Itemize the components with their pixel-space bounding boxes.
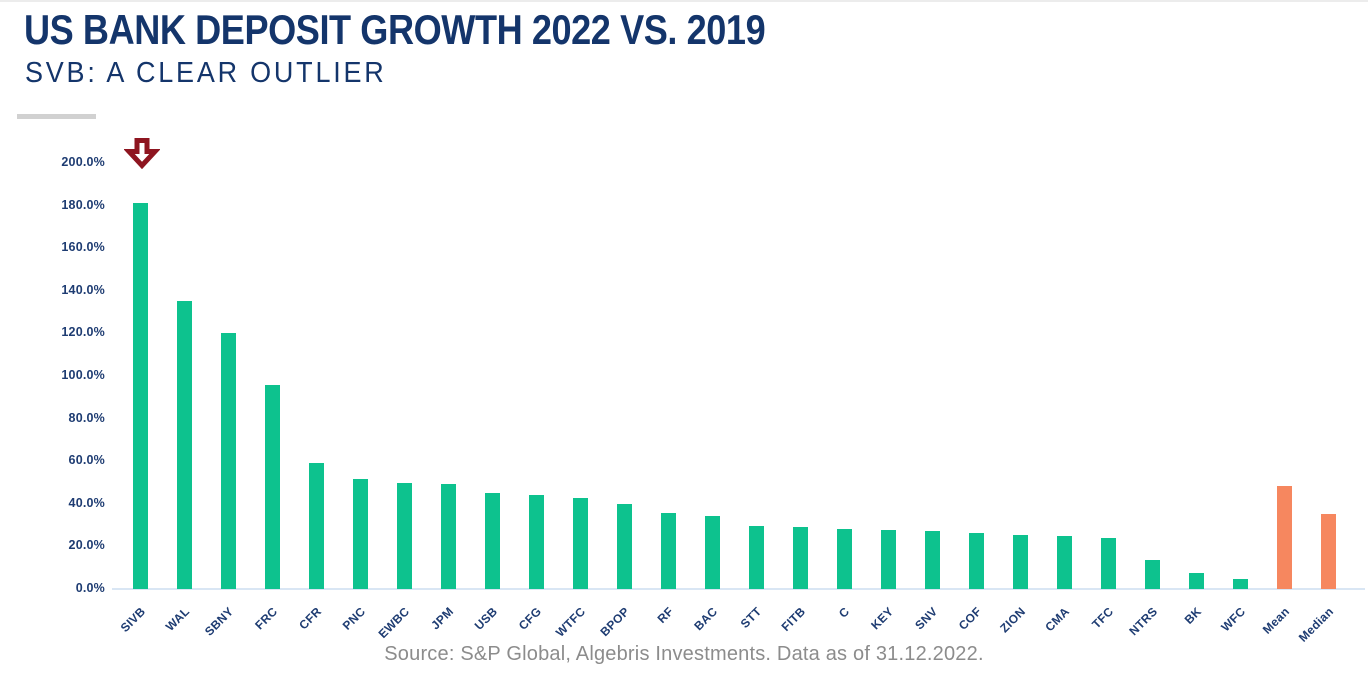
bar-median <box>1320 514 1336 589</box>
bar-cof <box>968 532 984 589</box>
y-tick-label-0: 0.0% <box>75 581 105 595</box>
bar-wfc <box>1232 579 1248 589</box>
y-tick-label-20: 20.0% <box>68 538 105 553</box>
bar-cma <box>1056 535 1072 589</box>
chart-title: US BANK DEPOSIT GROWTH 2022 VS. 2019 <box>24 6 766 53</box>
bar-mean <box>1276 485 1292 589</box>
source-note: Source: S&P Global, Algebris Investments… <box>384 643 984 665</box>
bar-stt <box>748 526 764 589</box>
outlier-arrow-icon <box>124 138 160 170</box>
y-tick-label-180: 180.0% <box>61 197 105 212</box>
bar-ewbc <box>396 482 412 589</box>
bar-sbny <box>220 333 236 589</box>
bar-zion <box>1012 534 1028 589</box>
bar-fitb <box>792 527 808 589</box>
x-axis-line <box>112 588 1365 590</box>
accent-bar <box>17 114 96 119</box>
y-tick-label-200: 200.0% <box>61 155 105 169</box>
y-tick-label-120: 120.0% <box>61 325 105 340</box>
bar-jpm <box>440 483 456 589</box>
bar-wal <box>176 301 192 589</box>
bar-bac <box>704 515 720 589</box>
bar-pnc <box>352 479 368 589</box>
bar-usb <box>484 493 500 589</box>
y-tick-label-60: 60.0% <box>68 453 105 468</box>
y-tick-label-160: 160.0% <box>61 240 105 255</box>
bar-ntrs <box>1144 560 1160 589</box>
top-divider <box>0 0 1368 2</box>
bar-cfg <box>528 495 544 589</box>
bar-sivb <box>132 203 148 589</box>
bar-bpop <box>616 503 632 589</box>
bar-tfc <box>1100 537 1116 589</box>
bar-bk <box>1188 573 1204 589</box>
bar-c <box>836 529 852 589</box>
bar-rf <box>660 513 676 589</box>
chart-subtitle: SVB: A CLEAR OUTLIER <box>25 57 387 89</box>
bar-wtfc <box>572 498 588 589</box>
y-tick-label-100: 100.0% <box>61 368 105 382</box>
y-tick-label-140: 140.0% <box>61 282 105 297</box>
bar-key <box>880 530 896 589</box>
bar-snv <box>924 531 940 589</box>
bar-frc <box>264 384 280 589</box>
bar-cfr <box>308 463 324 589</box>
y-tick-label-80: 80.0% <box>68 410 105 425</box>
y-tick-label-40: 40.0% <box>68 495 105 510</box>
